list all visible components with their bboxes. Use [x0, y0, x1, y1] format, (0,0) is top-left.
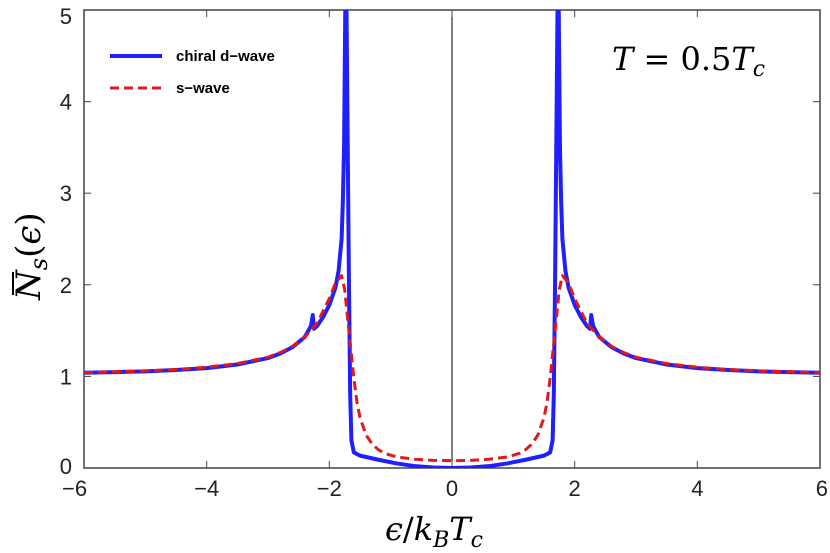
y-tick-label: 5 [60, 4, 72, 29]
y-tick-label: 2 [60, 273, 72, 298]
x-tick-label: 2 [569, 476, 581, 501]
legend-label-chiral-d-wave: chiral d−wave [176, 48, 275, 65]
x-tick-label: −6 [62, 476, 87, 501]
series-layer [84, 10, 820, 468]
y-tick-label: 3 [60, 181, 72, 206]
series-line-s-wave [84, 274, 820, 463]
x-tick-label: 6 [816, 476, 828, 501]
y-axis-label: Ns(ϵ) [9, 212, 53, 301]
x-tick-label: −2 [317, 476, 342, 501]
temperature-annotation: T = 0.5Tc [612, 40, 765, 82]
legend-label-s-wave: s−wave [176, 80, 230, 97]
x-tick-label: −4 [194, 476, 219, 501]
y-tick-label: 1 [60, 364, 72, 389]
x-axis-label: ϵ/kBTc [385, 510, 483, 553]
x-tick-label: 0 [446, 476, 458, 501]
x-axis-ticks: −6 −4 −2 0 2 4 6 [62, 10, 828, 501]
y-tick-label: 0 [60, 454, 72, 479]
legend: chiral d−wave s−wave [110, 48, 275, 97]
series-line-chiral-d-wave [84, 10, 820, 468]
svg-text:Ns(ϵ): Ns(ϵ) [9, 212, 53, 301]
y-tick-label: 4 [60, 90, 72, 115]
x-tick-label: 4 [691, 476, 703, 501]
y-axis-ticks: 0 1 2 3 4 5 [60, 4, 820, 479]
